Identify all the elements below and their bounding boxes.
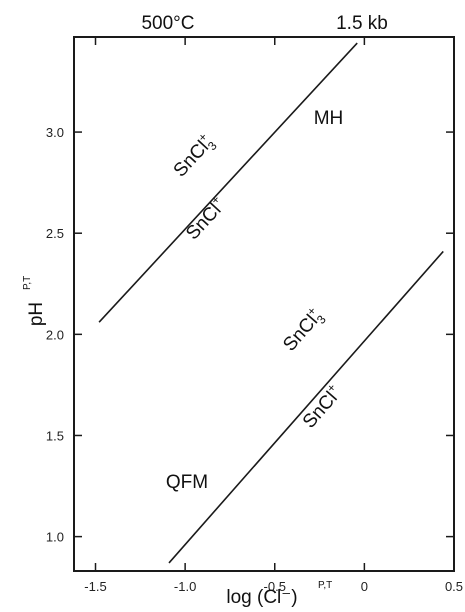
species-formula: SnCl (182, 200, 225, 244)
species-label: SnCl3+ (277, 304, 329, 358)
annotation-group: MH QFM SnCl3+ SnCl+ SnCl3+ SnCl+ (166, 108, 347, 493)
species-formula: SnCl (299, 388, 342, 433)
y-axis-title: pH P,T (22, 276, 47, 326)
y-tick-label: 3.0 (46, 125, 64, 140)
buffer-label: QFM (166, 472, 208, 493)
pressure-label: 1.5 kb (336, 13, 388, 34)
buffer-line-qfm (168, 250, 444, 564)
x-tick-label: -1.0 (174, 579, 196, 594)
x-tick-label: 0.5 (445, 579, 463, 594)
y-tick-label: 2.5 (46, 226, 64, 241)
species-label: SnCl3+ (167, 130, 220, 184)
tick-group: -1.5 -1.0 -0.5 0 0.5 1.0 1.5 2.0 2.5 3.0 (46, 37, 463, 594)
y-axis-label-superscript: P,T (22, 276, 33, 290)
species-label: SnCl+ (180, 192, 230, 244)
x-axis-label: log (Cl⁻) (226, 587, 297, 608)
y-tick-label: 2.0 (46, 327, 64, 342)
y-tick-label: 1.0 (46, 530, 64, 545)
buffer-label: MH (314, 108, 344, 129)
y-axis-label: pH (26, 302, 47, 326)
species-label-text: SnCl+ (297, 381, 347, 433)
x-axis-label-superscript: P,T (318, 580, 332, 591)
y-tick-label: 1.5 (46, 428, 64, 443)
x-tick-label: -0.5 (264, 579, 286, 594)
species-label: SnCl+ (297, 381, 347, 433)
series-group (98, 42, 444, 564)
x-tick-label: -1.5 (84, 579, 106, 594)
species-label-text: SnCl3+ (167, 130, 220, 184)
buffer-line-mh (98, 42, 358, 323)
species-label-text: SnCl+ (180, 192, 230, 244)
x-tick-label: 0 (361, 579, 368, 594)
species-label-text: SnCl3+ (277, 304, 329, 358)
temperature-label: 500°C (141, 13, 194, 34)
x-axis-title: log (Cl⁻) P,T (226, 580, 332, 608)
plot-frame (73, 36, 455, 572)
